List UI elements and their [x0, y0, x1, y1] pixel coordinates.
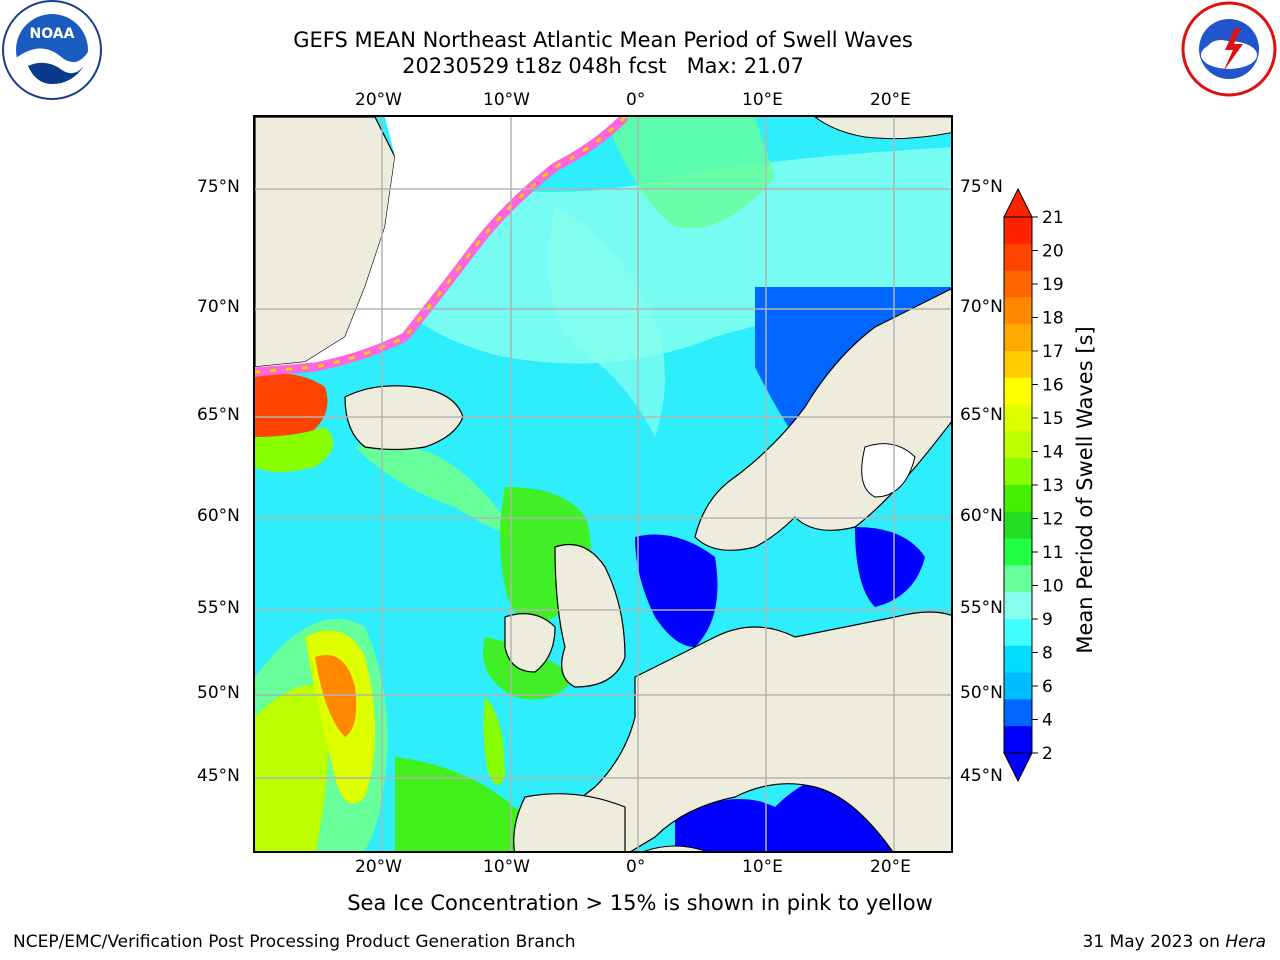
- lon-tick-bottom: 10°W: [483, 857, 530, 877]
- colorbar-segment: [1004, 619, 1032, 647]
- colorbar-segment: [1004, 672, 1032, 700]
- colorbar-segment: [1004, 324, 1032, 352]
- map-panel: [253, 115, 953, 853]
- colorbar-segment: [1004, 565, 1032, 593]
- colorbar-segment: [1004, 270, 1032, 298]
- lat-tick-right: 50°N: [960, 683, 1003, 703]
- colorbar-segment: [1004, 699, 1032, 727]
- colorbar-extend-max: [1003, 187, 1033, 218]
- lon-tick-top: 0°: [626, 90, 646, 110]
- colorbar-tick-label: 12: [1042, 510, 1064, 530]
- colorbar-segment: [1004, 351, 1032, 379]
- footer-date-text: 31 May 2023 on: [1082, 932, 1226, 952]
- swell-band: [255, 427, 333, 472]
- colorbar-tick-label: 9: [1042, 610, 1053, 630]
- lat-tick-left: 55°N: [197, 598, 240, 618]
- lat-tick-right: 55°N: [960, 598, 1003, 618]
- colorbar-tick-label: 14: [1042, 443, 1064, 463]
- colorbar-tick-label: 8: [1042, 644, 1053, 664]
- lon-tick-bottom: 10°E: [742, 857, 783, 877]
- footer-credit: NCEP/EMC/Verification Post Processing Pr…: [13, 932, 576, 952]
- swell-band: [315, 655, 357, 737]
- colorbar-label: Mean Period of Swell Waves [s]: [1073, 326, 1097, 654]
- swell-band: [548, 207, 665, 437]
- svalbard-land: [814, 117, 951, 140]
- colorbar-segment: [1004, 645, 1032, 674]
- colorbar-segment: [1004, 297, 1032, 325]
- colorbar-tick-label: 19: [1042, 275, 1064, 295]
- lat-tick-left: 50°N: [197, 683, 240, 703]
- sea-ice-edge: [255, 117, 627, 374]
- graticule: [255, 117, 951, 851]
- iberia-land: [513, 793, 626, 851]
- lon-tick-top: 10°W: [483, 90, 530, 110]
- colorbar-segment: [1004, 538, 1032, 566]
- lat-tick-right: 60°N: [960, 506, 1003, 526]
- ireland-land: [504, 613, 556, 673]
- lat-tick-left: 70°N: [197, 297, 240, 317]
- colorbar-segment: [1004, 511, 1032, 540]
- lat-tick-left: 60°N: [197, 506, 240, 526]
- footer-date: 31 May 2023 on Hera: [1083, 932, 1267, 952]
- swell-band: [355, 444, 515, 537]
- swell-band: [605, 117, 775, 229]
- colorbar-tick-label: 18: [1042, 309, 1064, 329]
- footer-machine: Hera: [1225, 932, 1266, 952]
- lon-tick-top: 20°W: [355, 90, 402, 110]
- swell-band: [255, 685, 329, 851]
- swell-band: [635, 534, 718, 647]
- colorbar-segment: [1004, 592, 1032, 620]
- chart-title: GEFS MEAN Northeast Atlantic Mean Period…: [293, 28, 913, 52]
- colorbar: 21 20 19 18 17 16 15 14 13 12 11 10 9 8 6 4 2: [1003, 187, 1064, 783]
- colorbar-tick-label: 11: [1042, 543, 1064, 563]
- colorbar-segment: [1004, 431, 1032, 459]
- chart-subtitle: 20230529 t18z 048h fcst Max: 21.07: [402, 54, 804, 78]
- map-canvas: [255, 117, 951, 851]
- lon-tick-bottom: 0°: [626, 857, 646, 877]
- colorbar-tick-label: 13: [1042, 476, 1064, 496]
- swell-band: [255, 373, 328, 442]
- colorbar-segment: [1004, 485, 1032, 513]
- colorbar-tick-label: 21: [1042, 208, 1064, 228]
- swell-band: [395, 757, 525, 851]
- colorbar-segment: [1004, 217, 1032, 245]
- lat-tick-left: 75°N: [197, 177, 240, 197]
- lat-tick-left: 45°N: [197, 766, 240, 786]
- lon-tick-bottom: 20°E: [870, 857, 911, 877]
- colorbar-tick-label: 2: [1042, 744, 1053, 764]
- swell-band: [855, 527, 925, 607]
- lat-tick-right: 75°N: [960, 177, 1003, 197]
- africa-land: [643, 845, 707, 851]
- colorbar-tick-label: 4: [1042, 711, 1053, 731]
- sea-ice-note: Sea Ice Concentration > 15% is shown in …: [347, 891, 933, 915]
- colorbar-tick-label: 20: [1042, 242, 1064, 262]
- swell-band: [483, 697, 505, 785]
- colorbar-extend-min: [1003, 752, 1033, 783]
- noaa-logo-text: NOAA: [30, 26, 75, 42]
- colorbar-tick-label: 10: [1042, 577, 1064, 597]
- colorbar-segment: [1004, 458, 1032, 486]
- colorbar-tick-label: 16: [1042, 376, 1064, 396]
- colorbar-segment: [1004, 726, 1032, 754]
- colorbar-segment: [1004, 377, 1032, 406]
- lat-tick-left: 65°N: [197, 405, 240, 425]
- noaa-logo-icon: NOAA: [2, 0, 102, 100]
- lat-tick-right: 45°N: [960, 766, 1003, 786]
- great-britain-land: [554, 543, 626, 688]
- colorbar-segment: [1004, 404, 1032, 432]
- colorbar-segment: [1004, 243, 1032, 272]
- nws-logo-icon: [1181, 1, 1277, 97]
- lon-tick-top: 20°E: [870, 90, 911, 110]
- lon-tick-top: 10°E: [742, 90, 783, 110]
- colorbar-tick-label: 15: [1042, 409, 1064, 429]
- colorbar-tick-label: 17: [1042, 342, 1064, 362]
- lat-tick-right: 70°N: [960, 297, 1003, 317]
- colorbar-tick-label: 6: [1042, 677, 1053, 697]
- lat-tick-right: 65°N: [960, 405, 1003, 425]
- lon-tick-bottom: 20°W: [355, 857, 402, 877]
